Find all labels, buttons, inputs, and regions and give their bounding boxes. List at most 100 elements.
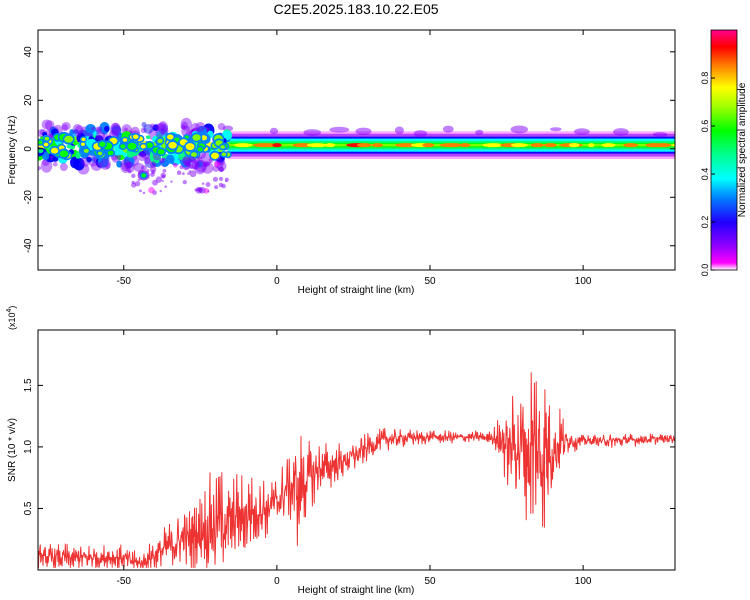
snr-x-tick-label: -50: [117, 576, 132, 587]
spectrogram-noise-core: [185, 143, 195, 151]
snr-y-tick-label: 1.0: [23, 440, 34, 454]
spectrogram-noise-blob: [42, 151, 50, 161]
spectrogram-faint-dot: [182, 180, 187, 185]
snr-frame: [37, 329, 676, 571]
spectrogram-noise-blob: [138, 153, 147, 162]
spectrogram-noise-core: [44, 136, 50, 141]
spectrogram-faint-dot: [189, 156, 196, 163]
spectrogram-noise-core: [190, 152, 197, 158]
spectrogram-faint-dot: [221, 183, 226, 189]
spectrogram-noise-blob: [199, 129, 204, 134]
spectrogram-faint-dot: [159, 157, 165, 164]
spectrogram-faint-patch: [394, 126, 404, 135]
spectrogram-faint-dot: [139, 189, 142, 193]
snr-x-tick-label: 50: [424, 576, 436, 587]
spectrogram-faint-dot: [152, 179, 158, 186]
spectrogram-noise-core: [59, 150, 69, 158]
spectrogram-noise-core: [120, 144, 126, 149]
spectrogram-hot-spot: [601, 143, 616, 148]
spectrogram-noise-blob: [140, 149, 151, 160]
colorbar-tick-label: 0.4: [700, 168, 710, 181]
spectrogram-noise-blob: [190, 122, 200, 134]
snr-y-tick-label: 1.5: [23, 378, 34, 392]
spectrogram-noise-core: [38, 140, 43, 145]
spectrogram-y-tick-label: 40: [23, 46, 34, 58]
spectrogram-noise-blob: [85, 123, 96, 134]
spectrogram-faint-dot: [225, 180, 228, 183]
spectrogram-faint-dot: [184, 161, 191, 167]
spectrogram-noise-blob: [181, 125, 191, 138]
spectrogram-noise-blob: [133, 162, 145, 172]
spectrogram-noise-blob: [140, 127, 147, 134]
spectrogram-noise-blob: [180, 117, 192, 131]
spectrogram-marks: [38, 117, 675, 196]
spectrogram-faint-dot: [201, 182, 205, 185]
spectrogram-noise-blob: [111, 122, 121, 135]
spectrogram-noise-blob: [90, 161, 103, 171]
spectrogram-faint-patch: [549, 127, 562, 132]
spectrogram-noise-blob: [155, 123, 165, 131]
spectrogram-frame: [37, 29, 676, 271]
spectrogram-noise-core: [220, 145, 225, 149]
spectrogram-isolated-blob-core: [141, 173, 146, 178]
spectrogram-noise-blob: [86, 156, 92, 163]
spectrogram-hot-spot: [252, 143, 278, 148]
spectrogram-x-tick-label: -50: [117, 276, 132, 287]
spectrogram-noise-blob: [61, 122, 71, 131]
spectrogram-faint-dot: [140, 165, 147, 171]
spectrogram-faint-patch: [475, 129, 484, 135]
spectrogram-x-axis-label: Height of straight line (km): [298, 285, 415, 296]
spectrogram-noise-blob: [109, 122, 121, 137]
spectrogram-noise-blob: [149, 123, 155, 129]
spectrogram-noise-blob: [123, 127, 129, 133]
spectrogram-faint-dot: [205, 182, 211, 187]
snr-multiplier-exponent: 4: [6, 308, 13, 312]
spectrogram-faint-dot: [131, 173, 136, 179]
spectrogram-noise-blob: [95, 126, 103, 133]
spectrogram-noise-blob: [181, 121, 188, 130]
spectrogram-noise-blob: [195, 121, 206, 132]
spectrogram-faint-dot: [218, 166, 224, 172]
spectrogram-noise-blob: [191, 161, 200, 170]
spectrogram-noise-blob: [141, 121, 147, 128]
spectrogram-hot-spot: [394, 143, 418, 148]
snr-series-line: [38, 372, 675, 568]
spectrogram-noise-blob: [152, 124, 160, 131]
spectrogram-faint-patch: [510, 125, 529, 134]
spectrogram-noise-blob: [158, 122, 166, 131]
spectrogram-noise-blob: [38, 148, 44, 154]
spectrogram-noise-blob: [75, 125, 84, 135]
spectrogram-faint-dot: [161, 179, 164, 183]
spectrogram-noise-blob: [201, 161, 214, 174]
spectrogram-noise-blob: [38, 166, 42, 171]
colorbar-scale: [710, 29, 738, 271]
spectrogram-faint-dot: [170, 180, 173, 183]
spectrogram-faint-dot: [160, 172, 166, 179]
spectrogram-noise-blob: [195, 159, 207, 173]
spectrogram-hot-spot: [543, 143, 557, 148]
spectrogram-faint-patch: [574, 128, 590, 135]
spectrogram-noise-blob: [52, 161, 58, 167]
spectrogram-noise-blob: [123, 155, 135, 168]
spectrogram-panel: -50 0 50 100 -40 -20 0 20 40 Height of straight…: [7, 29, 676, 296]
spectrogram-noise-blob: [90, 126, 96, 131]
spectrogram-noise-core: [132, 134, 139, 140]
spectrogram-noise-blob: [40, 158, 53, 173]
spectrogram-noise-blob: [181, 155, 193, 165]
spectrogram-noise-core: [157, 138, 163, 144]
spectrogram-noise-blob: [52, 156, 59, 162]
spectrogram-noise-blob: [59, 162, 68, 172]
spectrogram-faint-patch: [442, 125, 454, 133]
colorbar-tick-label: 0.0: [700, 264, 710, 277]
spectrogram-noise-core: [127, 142, 137, 150]
spectrogram-noise-blob: [116, 160, 123, 168]
spectrogram-noise-blob: [160, 127, 169, 136]
spectrogram-hot-spot: [482, 143, 504, 148]
spectrogram-x-tick-label: 50: [424, 276, 436, 287]
snr-panel: -50 0 50 100 0.5 1.0 1.5 Height of straight l…: [6, 306, 676, 596]
snr-x-ticks: -50 0 50 100: [117, 330, 592, 587]
spectrogram-noise-core: [197, 147, 203, 152]
spectrogram-faint-dot: [148, 186, 155, 194]
spectrogram-faint-dot: [134, 181, 141, 187]
